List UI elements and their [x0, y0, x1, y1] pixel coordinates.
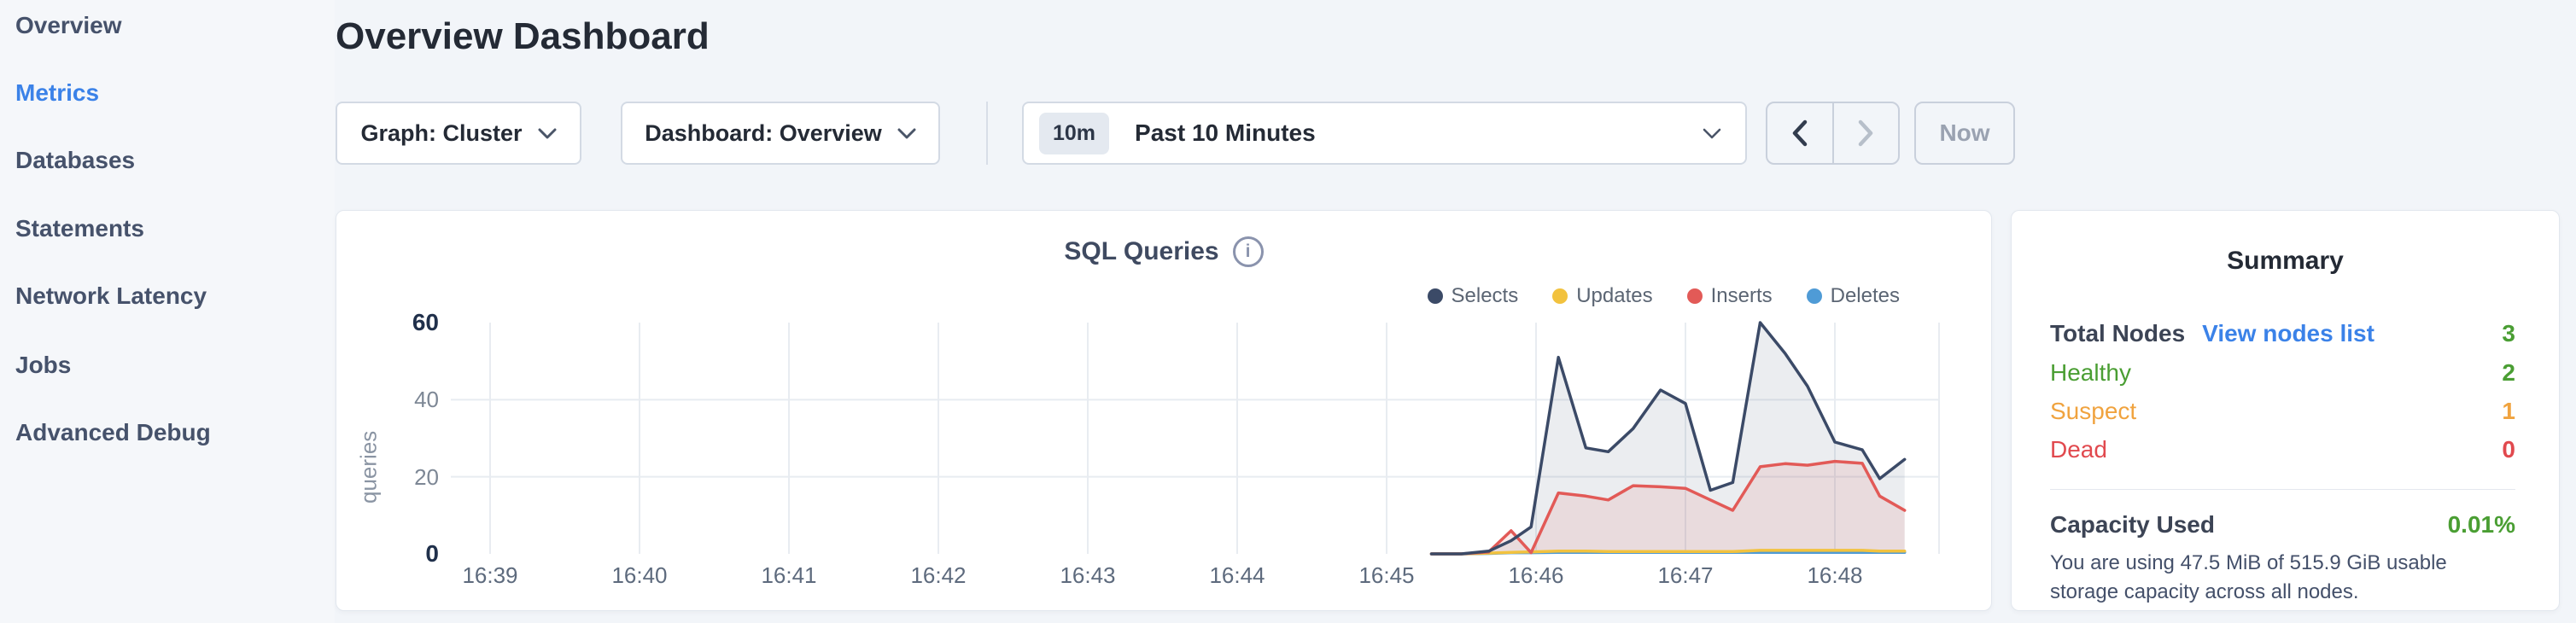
x-tick-1641: 16:41 [761, 562, 817, 588]
dashboard-dropdown-label: Dashboard: Overview [645, 119, 882, 146]
sidebar-item-databases[interactable]: Databases [15, 147, 136, 173]
prev-interval-button[interactable] [1767, 103, 1834, 163]
sidebar-item-statements[interactable]: Statements [15, 215, 144, 242]
y-tick-20: 20 [414, 463, 439, 490]
series-area-selects [1431, 323, 1905, 554]
chart-plot-area[interactable] [451, 321, 1940, 556]
x-tick-1646: 16:46 [1508, 562, 1564, 588]
legend-label: Updates [1576, 284, 1653, 307]
legend-label: Selects [1451, 284, 1519, 307]
capacity-used-row: Capacity Used 0.01% [2050, 509, 2515, 540]
next-interval-button[interactable] [1834, 103, 1899, 163]
series-line-inserts [1429, 459, 1907, 556]
y-tick-60: 60 [412, 309, 439, 335]
sidebar-item-advanced-debug[interactable]: Advanced Debug [15, 419, 211, 445]
legend-dot-selects [1427, 288, 1443, 304]
node-status-value: 1 [2502, 398, 2515, 424]
legend-label: Inserts [1710, 284, 1773, 307]
time-range-badge: 10m [1039, 112, 1110, 154]
chevron-down-icon [1703, 128, 1721, 138]
sidebar-nav: Overview Metrics Databases Statements Networ… [0, 0, 335, 623]
sidebar-item-jobs[interactable]: Jobs [15, 352, 72, 378]
node-status-label: Suspect [2050, 398, 2137, 424]
node-status-value: 2 [2502, 359, 2515, 386]
graph-dropdown[interactable]: Graph: Cluster [336, 102, 581, 165]
capacity-used-value: 0.01% [2447, 511, 2515, 538]
chevron-left-icon [1792, 119, 1807, 147]
time-range-label: Past 10 Minutes [1135, 119, 1316, 146]
sidebar-item-overview[interactable]: Overview [15, 12, 122, 38]
legend-item-deletes: Deletes [1806, 284, 1900, 308]
legend-dot-inserts [1686, 288, 1703, 304]
sql-queries-chart-card: SQL Queries i Selects Updates Inserts Delet… [336, 210, 1992, 611]
chevron-right-icon [1859, 119, 1873, 147]
legend-item-selects: Selects [1427, 284, 1519, 308]
series-line-updates [1429, 549, 1907, 556]
summary-divider [2050, 489, 2515, 490]
info-icon[interactable]: i [1232, 236, 1264, 267]
x-tick-1640: 16:40 [611, 562, 668, 588]
now-button[interactable]: Now [1914, 102, 2015, 165]
legend-item-inserts: Inserts [1686, 284, 1773, 308]
legend-label: Deletes [1830, 284, 1900, 307]
legend-item-updates: Updates [1552, 284, 1653, 308]
node-status-row-suspect: Suspect 1 [2050, 396, 2515, 427]
sql-queries-plot-svg [451, 321, 1940, 556]
controls-divider [986, 102, 988, 165]
summary-title: Summary [2227, 247, 2344, 275]
node-status-value: 0 [2502, 436, 2515, 463]
node-status-row-dead: Dead 0 [2050, 434, 2515, 465]
total-nodes-value: 3 [2502, 320, 2515, 346]
series-line-selects [1429, 321, 1907, 556]
legend-dot-updates [1552, 288, 1568, 304]
sidebar-item-network-latency[interactable]: Network Latency [15, 282, 207, 309]
x-tick-1645: 16:45 [1358, 562, 1415, 588]
chevron-down-icon [897, 128, 916, 138]
chart-title-row: SQL Queries i [336, 236, 1991, 267]
x-tick-1647: 16:47 [1657, 562, 1714, 588]
chevron-down-icon [538, 128, 557, 138]
x-tick-1639: 16:39 [462, 562, 518, 588]
total-nodes-row: Total Nodes View nodes list 3 [2050, 318, 2515, 349]
interval-arrow-group [1766, 102, 1900, 165]
capacity-used-label: Capacity Used [2050, 511, 2215, 538]
node-status-label: Dead [2050, 436, 2107, 463]
sidebar-item-metrics[interactable]: Metrics [15, 79, 100, 106]
capacity-description: You are using 47.5 MiB of 515.9 GiB usab… [2050, 551, 2447, 603]
series-area-inserts [1431, 461, 1905, 554]
time-range-selector[interactable]: 10m Past 10 Minutes [1022, 102, 1747, 165]
y-tick-0: 0 [425, 540, 439, 567]
legend-dot-deletes [1806, 288, 1822, 304]
graph-dropdown-label: Graph: Cluster [360, 119, 523, 146]
dashboard-dropdown[interactable]: Dashboard: Overview [621, 102, 940, 165]
summary-card: Summary Total Nodes View nodes list 3 He… [2011, 210, 2560, 611]
x-tick-1648: 16:48 [1807, 562, 1863, 588]
x-tick-1642: 16:42 [910, 562, 967, 588]
view-nodes-list-link[interactable]: View nodes list [2202, 320, 2374, 346]
chart-legend: Selects Updates Inserts Deletes [1427, 284, 1900, 308]
node-status-row-healthy: Healthy 2 [2050, 358, 2515, 388]
x-tick-1644: 16:44 [1209, 562, 1265, 588]
chart-title: SQL Queries [1064, 237, 1219, 265]
y-tick-40: 40 [414, 387, 439, 413]
total-nodes-label: Total Nodes [2050, 320, 2186, 346]
node-status-label: Healthy [2050, 359, 2131, 386]
page-title: Overview Dashboard [336, 15, 710, 57]
x-tick-1643: 16:43 [1060, 562, 1116, 588]
